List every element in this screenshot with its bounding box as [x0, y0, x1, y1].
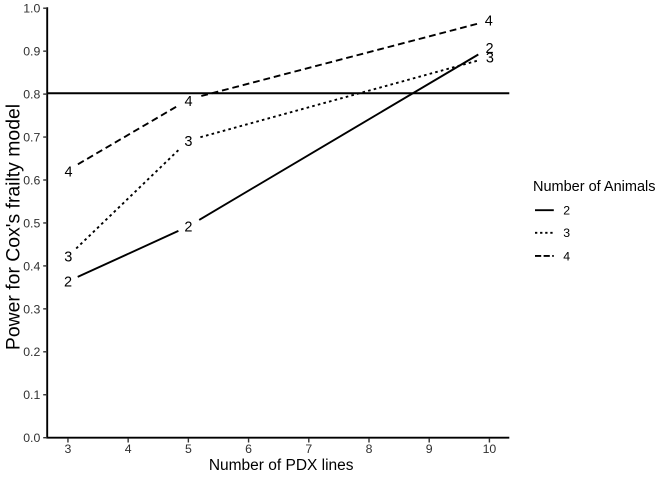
svg-text:0.9: 0.9 — [23, 45, 40, 59]
svg-text:1.0: 1.0 — [23, 2, 40, 16]
svg-text:9: 9 — [426, 442, 433, 456]
svg-text:0.1: 0.1 — [23, 388, 40, 402]
svg-text:4: 4 — [184, 94, 192, 110]
svg-text:2: 2 — [485, 41, 493, 57]
svg-text:0.2: 0.2 — [23, 345, 40, 359]
svg-text:Number of Animals: Number of Animals — [533, 179, 656, 195]
svg-text:6: 6 — [245, 442, 252, 456]
svg-text:3: 3 — [563, 226, 570, 240]
svg-text:0.7: 0.7 — [23, 130, 40, 144]
svg-text:3: 3 — [486, 51, 494, 67]
svg-text:Number of PDX lines: Number of PDX lines — [209, 457, 354, 474]
svg-text:10: 10 — [483, 442, 497, 456]
svg-text:0.8: 0.8 — [23, 88, 40, 102]
svg-text:3: 3 — [184, 134, 192, 150]
svg-text:3: 3 — [65, 442, 72, 456]
svg-text:4: 4 — [485, 14, 493, 30]
svg-text:2: 2 — [64, 275, 72, 291]
svg-text:4: 4 — [563, 249, 570, 263]
svg-text:4: 4 — [125, 442, 132, 456]
svg-text:8: 8 — [366, 442, 373, 456]
svg-text:5: 5 — [185, 442, 192, 456]
svg-text:3: 3 — [64, 249, 72, 265]
svg-text:7: 7 — [305, 442, 312, 456]
svg-text:0.3: 0.3 — [23, 302, 40, 316]
svg-text:0.4: 0.4 — [23, 259, 40, 273]
svg-text:Power for Cox's frailty model: Power for Cox's frailty model — [2, 104, 24, 350]
svg-text:0.6: 0.6 — [23, 173, 40, 187]
svg-text:4: 4 — [64, 164, 72, 180]
svg-text:2: 2 — [563, 204, 570, 218]
svg-text:2: 2 — [184, 220, 192, 236]
svg-text:0.0: 0.0 — [23, 431, 40, 445]
svg-text:0.5: 0.5 — [23, 216, 40, 230]
